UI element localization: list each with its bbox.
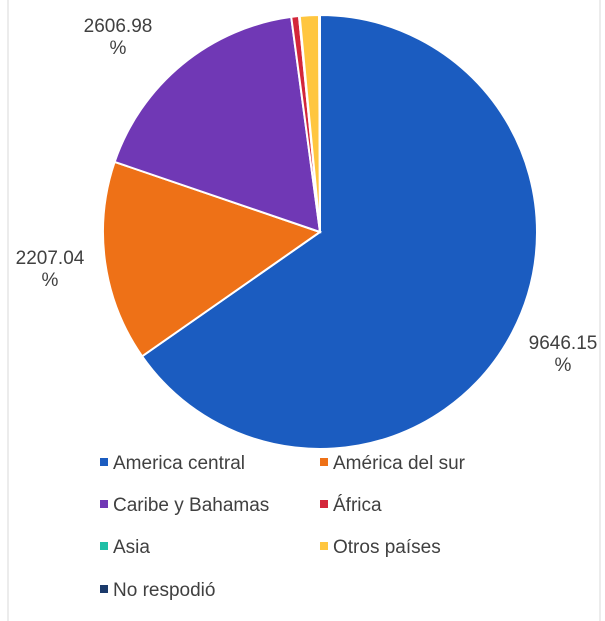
legend-label: Caribe y Bahamas (113, 495, 270, 516)
legend-swatch (320, 541, 328, 550)
legend-label: No respodió (113, 580, 216, 601)
legend-swatch (320, 499, 328, 508)
legend-swatch (100, 457, 108, 466)
legend-label: Asia (113, 537, 150, 558)
legend-entry: Otros países (320, 537, 441, 559)
legend-swatch (320, 457, 328, 466)
pie-slice (102, 160, 323, 358)
legend-entry: Asia (100, 537, 150, 559)
legend-entry: África (320, 495, 382, 517)
legend-label: África (333, 495, 382, 516)
legend-swatch (100, 541, 108, 550)
legend-swatch (100, 499, 108, 508)
pie-slice (140, 13, 538, 450)
legend-label: América del sur (333, 453, 465, 474)
legend-label: Otros países (333, 537, 441, 558)
legend-label: America central (113, 453, 245, 474)
legend-entry: No respodió (100, 580, 215, 602)
data-label: 2207.04 % (15, 248, 85, 291)
legend-entry: América del sur (320, 453, 465, 475)
legend-entry: America central (100, 453, 245, 475)
data-label: 9646.15 % (528, 333, 598, 376)
legend-swatch (100, 584, 108, 593)
legend-entry: Caribe y Bahamas (100, 495, 269, 517)
pie-slice (113, 15, 322, 234)
data-label: 2606.98 % (83, 16, 153, 59)
pie-slice (318, 13, 321, 233)
